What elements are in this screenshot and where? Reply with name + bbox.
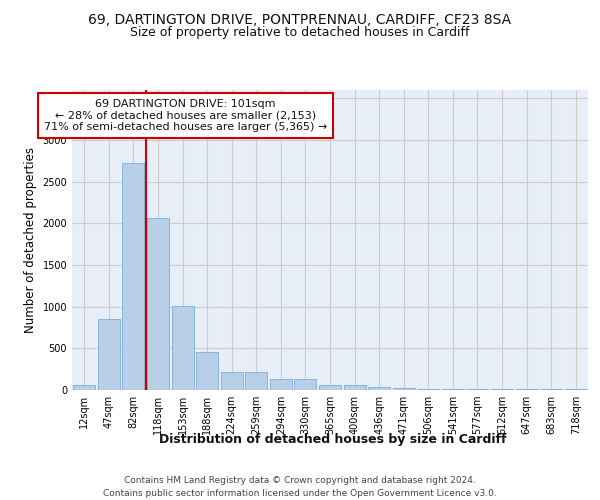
Bar [417,389,439,390]
Bar [270,379,292,390]
Bar [368,387,390,390]
Bar [245,372,268,390]
Bar [147,218,169,390]
Bar [98,319,120,390]
Text: Contains HM Land Registry data © Crown copyright and database right 2024.
Contai: Contains HM Land Registry data © Crown c… [103,476,497,498]
Text: 69, DARTINGTON DRIVE, PONTPRENNAU, CARDIFF, CF23 8SA: 69, DARTINGTON DRIVE, PONTPRENNAU, CARDI… [88,12,512,26]
Bar [319,386,341,390]
Bar [221,372,243,390]
Bar [73,386,95,390]
Bar [122,164,145,390]
Text: Size of property relative to detached houses in Cardiff: Size of property relative to detached ho… [130,26,470,39]
Bar [392,388,415,390]
Y-axis label: Number of detached properties: Number of detached properties [24,147,37,333]
Bar [466,389,488,390]
Bar [172,306,194,390]
Bar [196,352,218,390]
Bar [491,389,513,390]
Text: 69 DARTINGTON DRIVE: 101sqm
← 28% of detached houses are smaller (2,153)
71% of : 69 DARTINGTON DRIVE: 101sqm ← 28% of det… [44,99,327,132]
Text: Distribution of detached houses by size in Cardiff: Distribution of detached houses by size … [159,432,507,446]
Bar [540,389,562,390]
Bar [565,389,587,390]
Bar [442,389,464,390]
Bar [295,379,316,390]
Bar [344,386,365,390]
Bar [515,389,538,390]
